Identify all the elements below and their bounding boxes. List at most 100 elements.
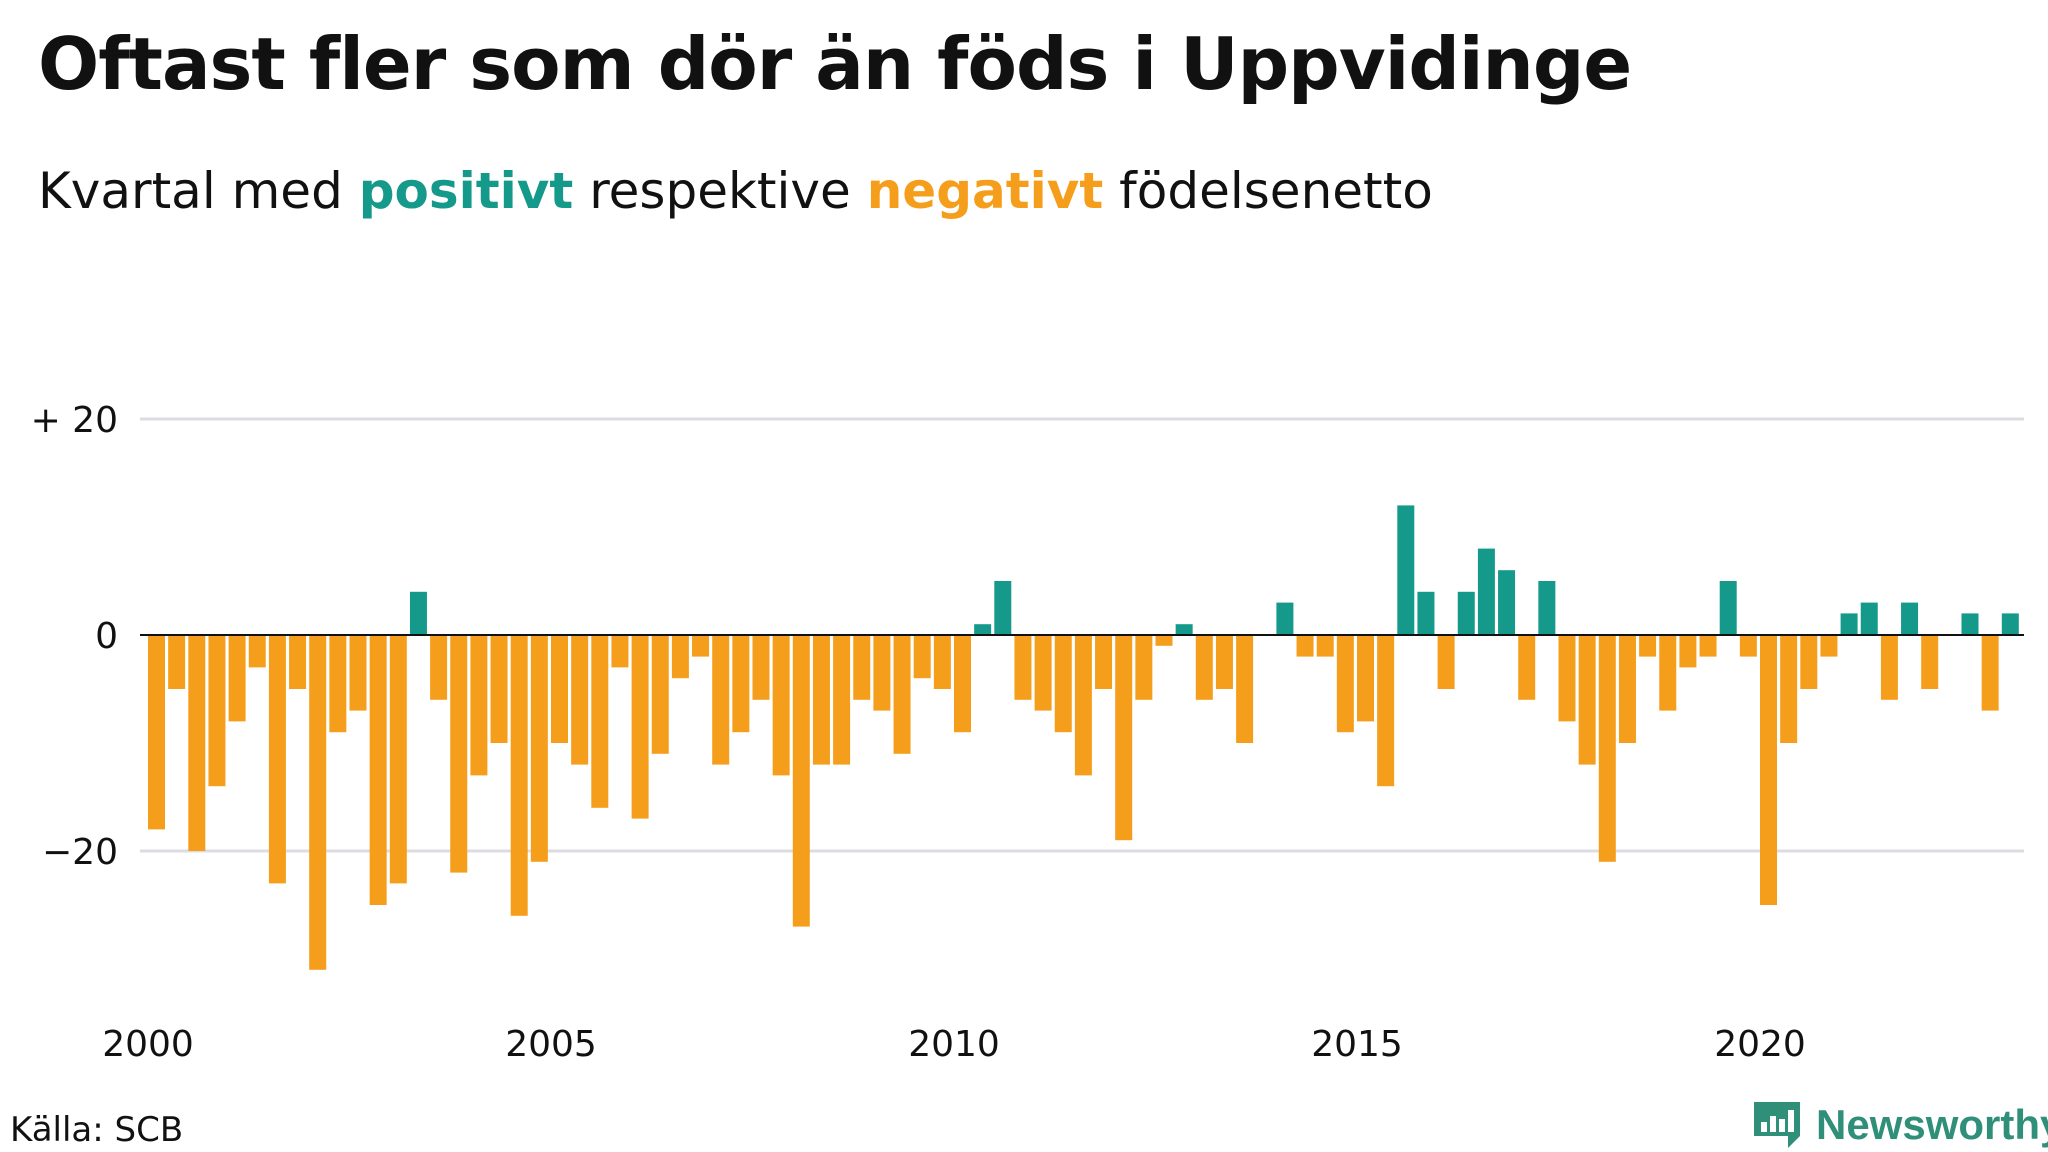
- bar-negative: [329, 635, 347, 733]
- bar-positive: [994, 581, 1012, 635]
- bar-negative: [1155, 635, 1173, 646]
- bar-negative: [671, 635, 689, 679]
- bar-negative: [1054, 635, 1072, 733]
- source-label: Källa: SCB: [10, 1110, 184, 1150]
- bar-negative: [1780, 635, 1798, 743]
- bar-positive: [1719, 581, 1737, 635]
- bar-positive: [1276, 602, 1294, 635]
- bar-negative: [631, 635, 649, 819]
- bar-positive: [1840, 613, 1858, 635]
- bar-negative: [1820, 635, 1838, 657]
- bar-negative: [1981, 635, 1999, 711]
- bar-negative: [1336, 635, 1354, 733]
- bar-positive: [1860, 602, 1878, 635]
- bar-positive: [1397, 505, 1415, 635]
- bar-negative: [289, 635, 307, 689]
- bar-negative: [1618, 635, 1636, 743]
- x-tick-label: 2015: [1311, 1024, 1403, 1065]
- bar-negative: [1880, 635, 1898, 700]
- bar-positive: [1901, 602, 1919, 635]
- bar-negative: [1760, 635, 1777, 905]
- bar-negative: [712, 635, 730, 765]
- x-tick-label: 2020: [1714, 1024, 1806, 1065]
- chart-subtitle: Kvartal med positivt respektive negativt…: [38, 162, 1433, 220]
- bar-positive: [1538, 581, 1556, 635]
- bar-negative: [1014, 635, 1032, 700]
- bar-positive: [1175, 624, 1193, 635]
- y-tick-label: + 20: [31, 400, 118, 441]
- bar-negative: [430, 635, 448, 700]
- bar-positive: [2001, 613, 2019, 635]
- bar-negative: [1800, 635, 1818, 689]
- bar-negative: [1135, 635, 1153, 700]
- bar-positive: [1457, 591, 1475, 635]
- bar-positive: [1961, 613, 1979, 635]
- bar-negative: [954, 635, 971, 733]
- subtitle-negative-label: negativt: [866, 162, 1104, 220]
- bar-negative: [510, 635, 528, 916]
- bar-negative: [1296, 635, 1314, 657]
- bar-negative: [833, 635, 851, 765]
- bar-negative: [853, 635, 871, 700]
- bar-negative: [913, 635, 931, 679]
- bar-negative: [1558, 635, 1576, 722]
- bar-negative: [1518, 635, 1536, 700]
- bar-negative: [591, 635, 609, 808]
- bar-negative: [933, 635, 951, 689]
- bar-negative: [470, 635, 488, 776]
- bar-negative: [208, 635, 226, 787]
- bar-positive: [1498, 570, 1516, 635]
- bar-negative: [1195, 635, 1213, 700]
- bar-negative: [1699, 635, 1717, 657]
- bar-positive: [974, 624, 992, 635]
- y-tick-label: −20: [42, 832, 118, 873]
- bar-negative: [893, 635, 911, 754]
- bar-negative: [571, 635, 589, 765]
- bar-negative: [1236, 635, 1254, 743]
- bar-negative: [450, 635, 468, 873]
- bar-negative: [389, 635, 407, 884]
- subtitle-suffix: födelsenetto: [1119, 162, 1433, 220]
- bar-negative: [309, 635, 327, 970]
- bar-negative: [168, 635, 186, 689]
- bar-positive: [409, 591, 427, 635]
- bar-negative: [369, 635, 387, 905]
- bar-negative: [1739, 635, 1757, 657]
- bar-negative: [1679, 635, 1697, 668]
- bar-negative: [1578, 635, 1596, 765]
- bar-negative: [1357, 635, 1374, 722]
- bar-negative: [1437, 635, 1455, 689]
- bar-positive: [1477, 548, 1495, 635]
- bar-negative: [732, 635, 750, 733]
- bar-negative: [873, 635, 891, 711]
- bar-negative: [188, 635, 206, 851]
- y-axis-tick-labels: + 20 0 −20: [31, 400, 118, 873]
- bar-negative: [1598, 635, 1616, 862]
- x-tick-label: 2005: [505, 1024, 597, 1065]
- bar-negative: [1921, 635, 1939, 689]
- bar-negative: [530, 635, 548, 862]
- bar-positive: [1417, 591, 1435, 635]
- bar-negative: [752, 635, 770, 700]
- newsworthy-logo-icon: [1754, 1102, 1800, 1148]
- bar-negative: [248, 635, 266, 668]
- subtitle-positive-label: positivt: [358, 162, 574, 220]
- bar-negative: [792, 635, 810, 927]
- x-tick-label: 2000: [102, 1024, 194, 1065]
- bar-negative: [1639, 635, 1657, 657]
- bar-negative: [1377, 635, 1395, 787]
- bar-negative: [349, 635, 367, 711]
- brand-logo[interactable]: Newsworthy: [1750, 1098, 2048, 1152]
- x-axis-tick-labels: 2000 2005 2010 2015 2020: [102, 1024, 1806, 1065]
- bar-negative: [812, 635, 830, 765]
- bar-negative: [1659, 635, 1677, 711]
- bars: [148, 505, 2019, 970]
- bar-negative: [268, 635, 286, 884]
- subtitle-prefix: Kvartal med: [38, 162, 343, 220]
- bar-negative: [1095, 635, 1113, 689]
- bar-negative: [148, 635, 165, 830]
- bar-negative: [551, 635, 568, 743]
- bar-negative: [611, 635, 629, 668]
- subtitle-middle: respektive: [589, 162, 851, 220]
